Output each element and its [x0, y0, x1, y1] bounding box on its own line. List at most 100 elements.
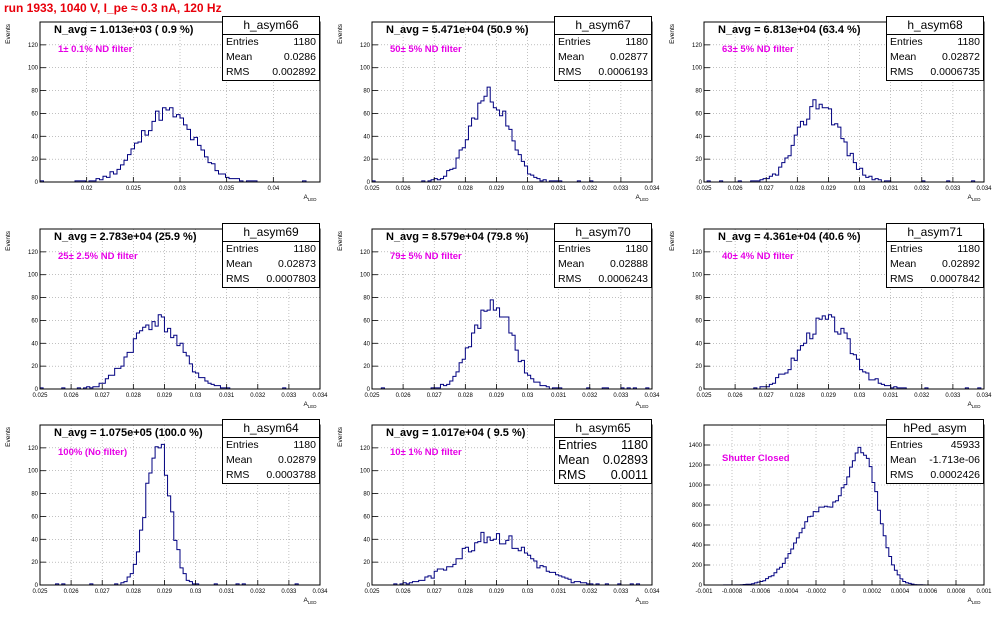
stats-box-title: h_asym64 — [223, 420, 319, 438]
y-tick-label: 60 — [363, 111, 370, 117]
histogram-panel-h-asym69: 0.025 0.026 0.027 0.028 0.029 0.03 0.031 0.032 0… — [0, 219, 330, 425]
x-tick-label: 0.03 — [854, 186, 866, 192]
stats-entries-value: 45933 — [950, 439, 980, 451]
y-tick-label: 200 — [692, 563, 703, 569]
stats-box: h_asym64 Entries 1180 Mean 0.02879 RMS 0.00037… — [222, 419, 320, 484]
stats-box: h_asym67 Entries 1180 Mean 0.02877 RMS 0.00061… — [554, 16, 652, 81]
histogram-panel-hped-asym: -0.001 -0.0008 -0.0006 -0.0004 -0.0002 0 0.000… — [664, 415, 994, 621]
y-tick-label: 40 — [31, 537, 38, 543]
plot-frame — [39, 228, 321, 390]
y-axis-label: Events — [5, 230, 12, 251]
y-tick-label: 0 — [35, 583, 39, 589]
stats-mean-value: 0.02873 — [278, 258, 316, 270]
y-tick-label: 100 — [692, 273, 703, 279]
stats-entries-label: Entries — [890, 36, 923, 48]
stats-mean-label: Mean — [226, 258, 253, 270]
y-tick-label: 80 — [363, 296, 370, 302]
y-tick-label: 40 — [695, 341, 702, 347]
stats-rms-label: RMS — [226, 273, 250, 285]
plot-frame — [39, 424, 321, 586]
y-tick-label: 100 — [28, 469, 39, 475]
x-tick-label: 0.028 — [458, 186, 474, 192]
histogram-line — [39, 314, 320, 390]
x-tick-label: 0.025 — [32, 393, 48, 399]
y-tick-label: 120 — [360, 446, 371, 452]
y-tick-label: 120 — [360, 250, 371, 256]
y-tick-label: 40 — [363, 341, 370, 347]
x-tick-label: 0.026 — [396, 393, 412, 399]
n-avg-label: N_avg = 4.361e+04 (40.6 %) — [718, 231, 861, 243]
page-title: run 1933, 1040 V, I_pe ≈ 0.3 nA, 120 Hz — [4, 1, 222, 15]
x-tick-label: 0.001 — [976, 589, 992, 595]
y-tick-label: 60 — [31, 514, 38, 520]
plot-frame — [371, 228, 653, 390]
x-tick-label: -0.0006 — [750, 589, 771, 595]
x-tick-label: 0.029 — [157, 393, 173, 399]
histogram-svg: 0.02 0.025 0.03 0.035 0.04 0 20 40 60 80 100 120 Eve… — [5, 21, 321, 202]
filter-label: 79± 5% ND filter — [390, 251, 462, 262]
x-tick-label: 0.033 — [281, 393, 297, 399]
y-tick-label: 60 — [363, 318, 370, 324]
x-tick-label: 0.027 — [759, 393, 775, 399]
x-axis-label: ALED — [303, 401, 317, 409]
y-tick-label: 120 — [28, 250, 39, 256]
stats-rms-row: RMS 0.0011 — [555, 468, 651, 483]
histogram-line — [372, 531, 652, 586]
x-tick-label: 0.03 — [522, 186, 534, 192]
stats-entries-value: 1180 — [293, 439, 316, 451]
histogram-line — [704, 314, 984, 390]
x-tick-label: 0.032 — [914, 186, 930, 192]
x-tick-label: 0.031 — [883, 186, 899, 192]
y-tick-label: 120 — [360, 43, 371, 49]
histogram-svg: 0.025 0.026 0.027 0.028 0.029 0.03 0.031 0.032 0… — [337, 424, 660, 605]
x-tick-label: -0.0008 — [722, 589, 743, 595]
x-tick-label: 0.032 — [250, 393, 266, 399]
x-axis-label: ALED — [303, 194, 317, 202]
x-tick-label: 0.026 — [396, 186, 412, 192]
x-tick-label: 0.03 — [522, 589, 534, 595]
y-tick-label: 60 — [695, 318, 702, 324]
x-tick-label: 0.026 — [728, 186, 744, 192]
histogram-panel-h-asym66: 0.02 0.025 0.03 0.035 0.04 0 20 40 60 80 100 120 Eve… — [0, 12, 330, 218]
histogram-panel-h-asym71: 0.025 0.026 0.027 0.028 0.029 0.03 0.031 0.032 0… — [664, 219, 994, 425]
stats-rms-value: 0.0002426 — [930, 469, 980, 481]
x-tick-label: 0.032 — [582, 589, 598, 595]
stats-rms-value: 0.0006243 — [598, 273, 648, 285]
x-tick-label: 0.04 — [267, 186, 279, 192]
x-tick-label: 0.029 — [157, 589, 173, 595]
y-tick-label: 0 — [35, 180, 39, 186]
stats-box-title: h_asym66 — [223, 17, 319, 35]
stats-rms-row: RMS 0.0006243 — [555, 272, 651, 287]
histogram-svg: 0.025 0.026 0.027 0.028 0.029 0.03 0.031 0.032 0… — [5, 424, 328, 605]
x-tick-label: 0.027 — [95, 589, 111, 595]
stats-entries-label: Entries — [890, 439, 923, 451]
y-tick-label: 600 — [692, 523, 703, 529]
stats-mean-value: 0.02893 — [602, 453, 648, 467]
y-tick-label: 0 — [699, 583, 703, 589]
stats-rms-value: 0.0006193 — [598, 66, 648, 78]
x-tick-label: 0.03 — [190, 393, 202, 399]
stats-rms-row: RMS 0.0006193 — [555, 65, 651, 80]
filter-label: 25± 2.5% ND filter — [58, 251, 138, 262]
y-axis-label: Events — [5, 426, 12, 447]
y-tick-label: 120 — [28, 43, 39, 49]
x-tick-label: 0.0002 — [863, 589, 882, 595]
x-tick-label: 0.03 — [174, 186, 186, 192]
stats-entries-label: Entries — [558, 243, 591, 255]
stats-box: h_asym69 Entries 1180 Mean 0.02873 RMS 0.00078… — [222, 223, 320, 288]
y-tick-label: 100 — [360, 66, 371, 72]
x-tick-label: 0.033 — [613, 186, 629, 192]
histogram-svg: 0.025 0.026 0.027 0.028 0.029 0.03 0.031 0.032 0… — [669, 21, 992, 202]
x-tick-label: 0.028 — [126, 393, 142, 399]
x-tick-label: 0.03 — [190, 589, 202, 595]
stats-rms-label: RMS — [890, 273, 914, 285]
x-tick-label: 0.027 — [427, 393, 443, 399]
x-tick-label: 0.025 — [364, 393, 380, 399]
histogram-panel-h-asym68: 0.025 0.026 0.027 0.028 0.029 0.03 0.031 0.032 0… — [664, 12, 994, 218]
y-tick-label: 1400 — [689, 443, 703, 449]
y-tick-label: 60 — [31, 318, 38, 324]
stats-entries-label: Entries — [226, 36, 259, 48]
y-tick-label: 80 — [31, 492, 38, 498]
y-tick-label: 80 — [695, 296, 702, 302]
stats-entries-row: Entries 1180 — [555, 35, 651, 50]
